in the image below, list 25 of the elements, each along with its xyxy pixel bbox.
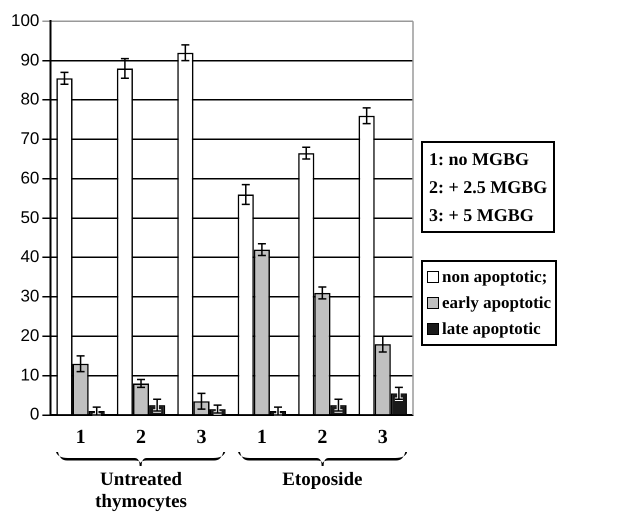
x-tick-label: 1 [76,426,86,448]
y-tick-label: 40 [20,247,40,266]
x-tick-label: 2 [317,426,328,448]
x-tick-label: 2 [136,426,146,448]
x-tick-label: 3 [196,426,206,448]
legend-label: early apoptotic [442,292,552,314]
text: 1: no MGBG [429,148,530,171]
text: 3: + 5 MGBG [429,204,535,227]
y-tick-label: 50 [20,208,40,227]
y-tick-label: 20 [20,326,40,345]
y-tick-label: 30 [20,286,40,306]
y-tick-label: 80 [20,90,40,109]
y-tick-label: 100 [10,10,40,30]
y-tick-label: 60 [20,168,40,188]
x-tick-label: 1 [256,426,267,448]
y-tick-label: 70 [20,129,40,148]
y-tick-label: 0 [30,404,40,424]
text: Untreated thymocytes [94,469,188,513]
text: non apoptotic; [442,266,548,288]
y-tick-label: 10 [20,365,40,384]
text: Etoposide [281,469,364,491]
x-tick-label: 3 [378,426,388,448]
y-tick-label: 90 [20,50,40,70]
text: 2: + 2.5 MGBG [429,176,548,199]
legend-label: late apoptotic [442,318,541,340]
